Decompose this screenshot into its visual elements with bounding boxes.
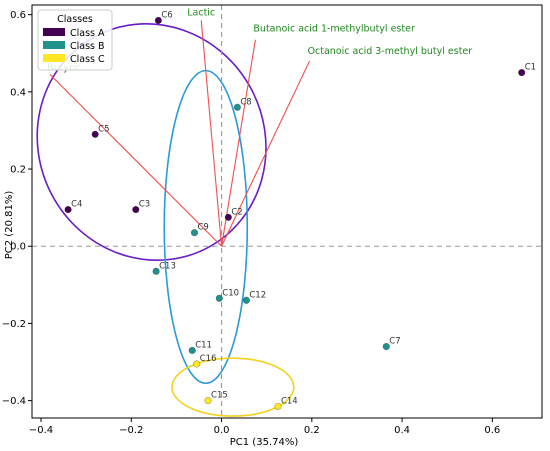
- x-tick-label: 0.6: [484, 425, 500, 436]
- legend-swatch: [43, 41, 65, 49]
- zero-lines: [32, 5, 542, 418]
- legend-title: Classes: [57, 14, 93, 25]
- y-tick-label: 0.6: [10, 10, 26, 21]
- data-point: [193, 360, 201, 368]
- point-label: C6: [161, 10, 172, 20]
- data-point: [233, 103, 241, 111]
- data-point: [242, 296, 250, 304]
- ellipse-class-c: [171, 357, 295, 417]
- y-tick-label: 0.2: [10, 165, 26, 176]
- loading-vector-label: Octanoic acid 3-methyl butyl ester: [308, 46, 473, 57]
- data-point: [188, 346, 196, 355]
- y-tick-label: 0.0: [10, 242, 26, 253]
- x-tick-label: 0.0: [214, 425, 230, 436]
- legend-label: Class B: [70, 41, 105, 52]
- legend-label: Class A: [70, 28, 105, 39]
- axes: −0.4 −0.2 0.0 0.2 0.4 0.6 −0.4 −0.2 0.0 0.2 0.4 0.6: [2, 4, 543, 436]
- data-point: [382, 342, 390, 351]
- x-tick-label: 0.2: [304, 425, 320, 436]
- point-label: C14: [281, 396, 298, 406]
- point-label: C8: [240, 97, 251, 107]
- loading-vector-line: [49, 74, 222, 247]
- point-label: C15: [211, 391, 228, 401]
- data-point: [518, 68, 526, 77]
- legend-swatch: [43, 54, 65, 62]
- point-label: C12: [249, 290, 266, 300]
- point-label: C9: [197, 223, 208, 233]
- point-label: C16: [200, 354, 217, 364]
- x-tick-label: −0.4: [29, 425, 53, 436]
- plot-frame: [31, 4, 543, 419]
- loading-vector-label: Lactic: [187, 7, 215, 18]
- legend: Classes Class A Class B Class C: [37, 9, 113, 71]
- point-label: C2: [231, 207, 242, 217]
- x-tick-label: −0.2: [119, 425, 143, 436]
- point-label: C3: [139, 200, 150, 210]
- data-point: [274, 402, 282, 411]
- loading-vector-line: [221, 60, 311, 247]
- point-label: C5: [98, 124, 109, 134]
- point-label: C11: [195, 340, 212, 350]
- data-point: [190, 229, 199, 237]
- data-points: C1 C2 C3 C4 C5 C6 C7 C8 C9 C10 C11 C12 C13 C14 C15 C16: [64, 10, 536, 411]
- data-point: [215, 294, 223, 302]
- x-axis-label: PC1 (35.74%): [230, 437, 299, 448]
- data-point: [224, 213, 232, 221]
- loading-vector-label: Butanoic acid 1-methylbutyl ester: [253, 24, 415, 35]
- point-label: C4: [71, 200, 82, 210]
- point-label: C10: [222, 288, 239, 298]
- loading-vector-line: [221, 39, 256, 247]
- data-point: [154, 16, 162, 25]
- loading-vector-line: [200, 20, 223, 247]
- point-label: C13: [159, 261, 176, 271]
- point-label: C7: [389, 337, 400, 347]
- y-tick-label: −0.4: [2, 396, 26, 407]
- data-point: [152, 267, 160, 275]
- legend-swatch: [43, 28, 65, 36]
- point-label: C1: [525, 63, 536, 73]
- data-point: [204, 397, 212, 405]
- legend-label: Class C: [70, 54, 105, 65]
- x-tick-label: 0.4: [394, 425, 410, 436]
- data-point: [64, 205, 72, 214]
- y-axis-label: PC2 (20.81%): [4, 191, 15, 260]
- y-tick-label: −0.2: [2, 319, 26, 330]
- y-tick-label: 0.4: [10, 87, 26, 98]
- data-point: [91, 130, 99, 138]
- data-point: [132, 205, 140, 214]
